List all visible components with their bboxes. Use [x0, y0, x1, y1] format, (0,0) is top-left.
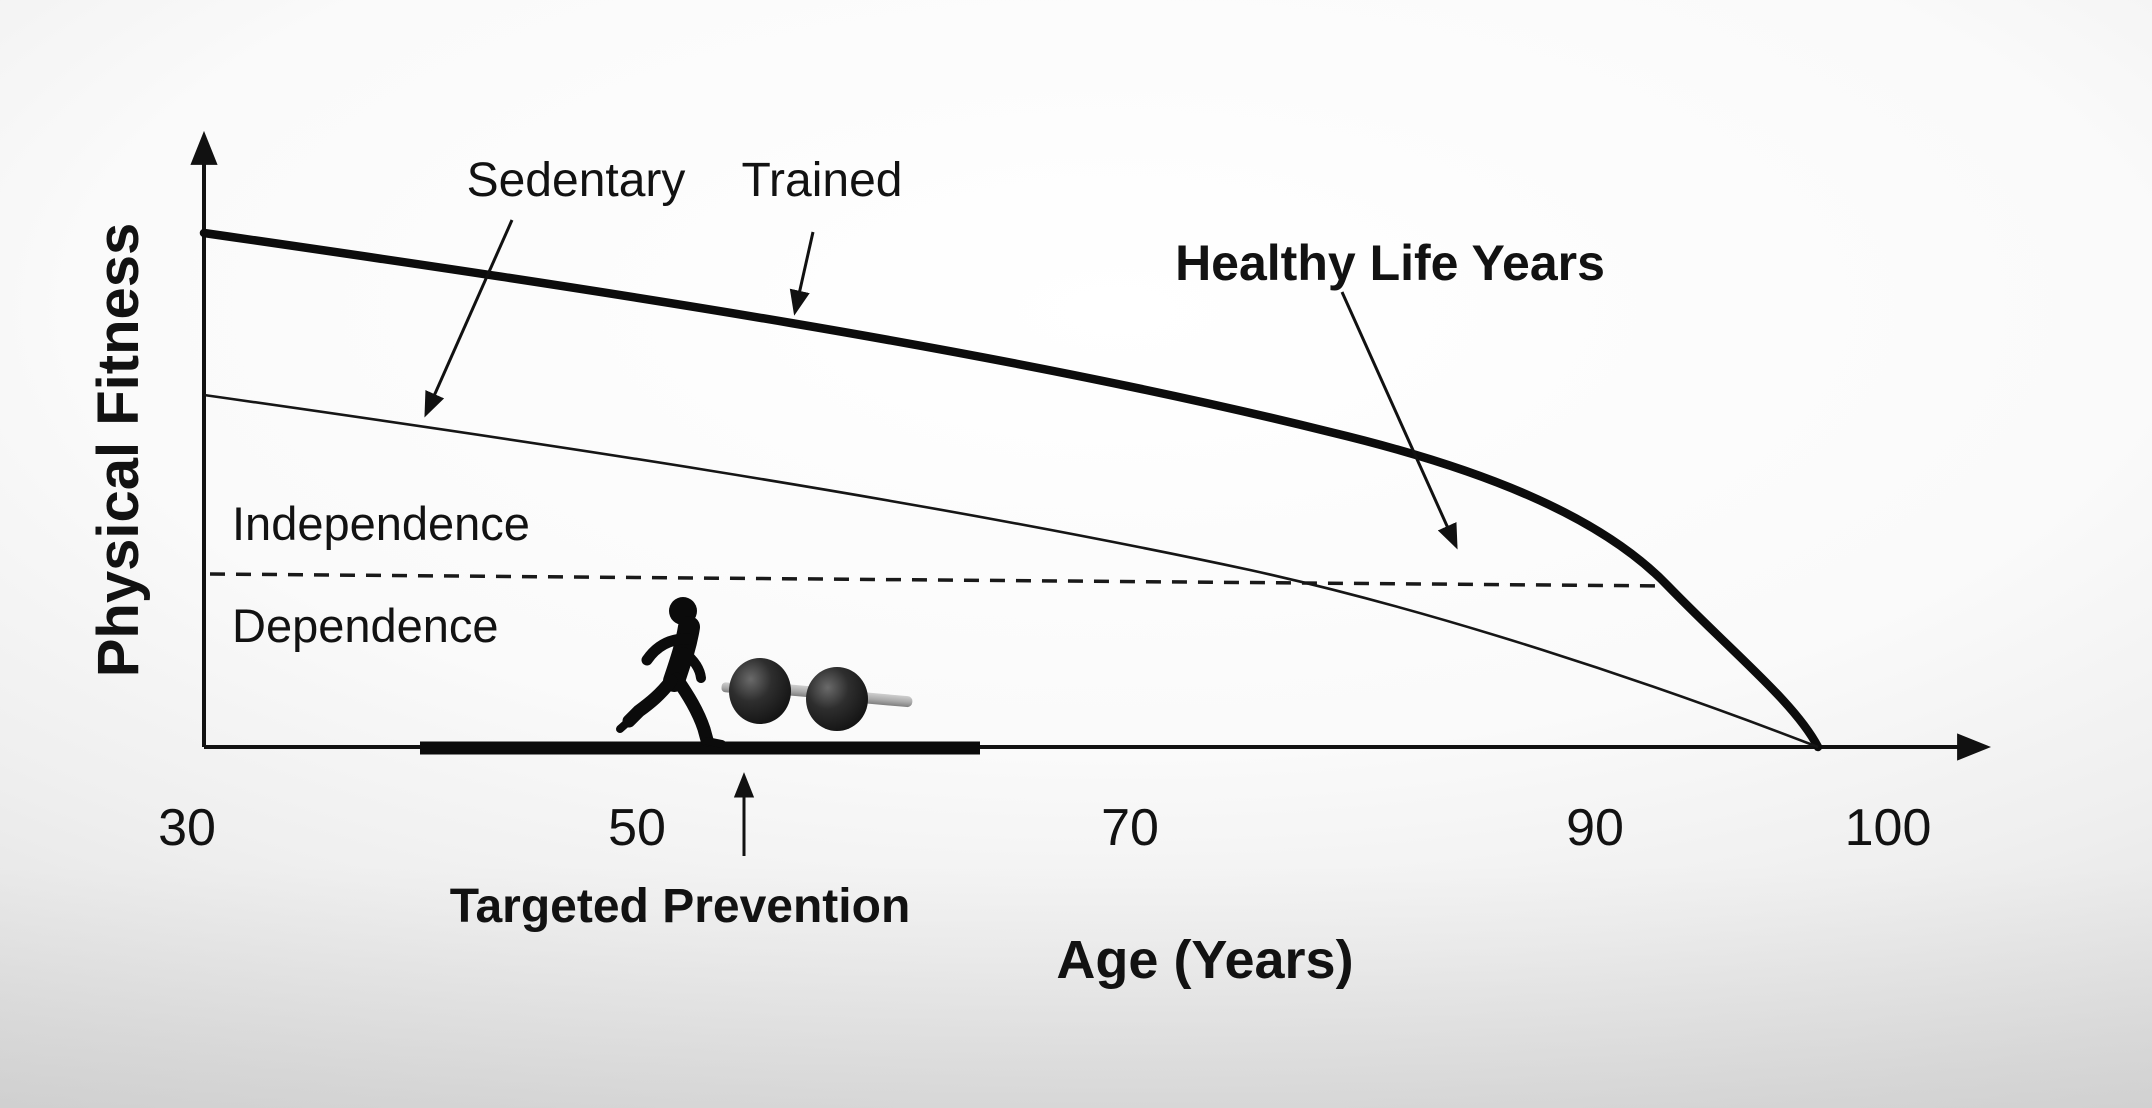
targeted-prevention-label: Targeted Prevention: [450, 880, 911, 933]
trained-curve: [199, 228, 1823, 752]
independence-threshold-dashed-line: [209, 572, 1669, 588]
healthy-life-years-arrow: [1340, 291, 1458, 550]
x-tick-90: 90: [1566, 799, 1624, 857]
x-tick-100: 100: [1845, 799, 1932, 857]
y-axis-title: Physical Fitness: [86, 223, 151, 678]
trained-label: Trained: [742, 154, 903, 207]
sedentary-label: Sedentary: [467, 154, 686, 207]
x-tick-50: 50: [608, 799, 666, 857]
x-tick-70: 70: [1101, 799, 1159, 857]
sedentary-curve: [203, 393, 1819, 749]
sedentary-arrow: [424, 219, 514, 418]
dumbbell-icon: [721, 658, 913, 731]
axes: [190, 130, 1992, 761]
x-axis-tick-labels: 30 50 70 90 100: [158, 799, 1931, 857]
x-tick-30: 30: [158, 799, 216, 857]
trained-arrow: [789, 231, 815, 316]
dependence-label: Dependence: [232, 599, 499, 652]
x-axis-title: Age (Years): [1056, 930, 1353, 990]
leader-arrows: [424, 219, 1458, 856]
independence-label: Independence: [232, 497, 530, 550]
healthy-life-years-label: Healthy Life Years: [1175, 235, 1605, 291]
runner-icon: [616, 597, 726, 748]
